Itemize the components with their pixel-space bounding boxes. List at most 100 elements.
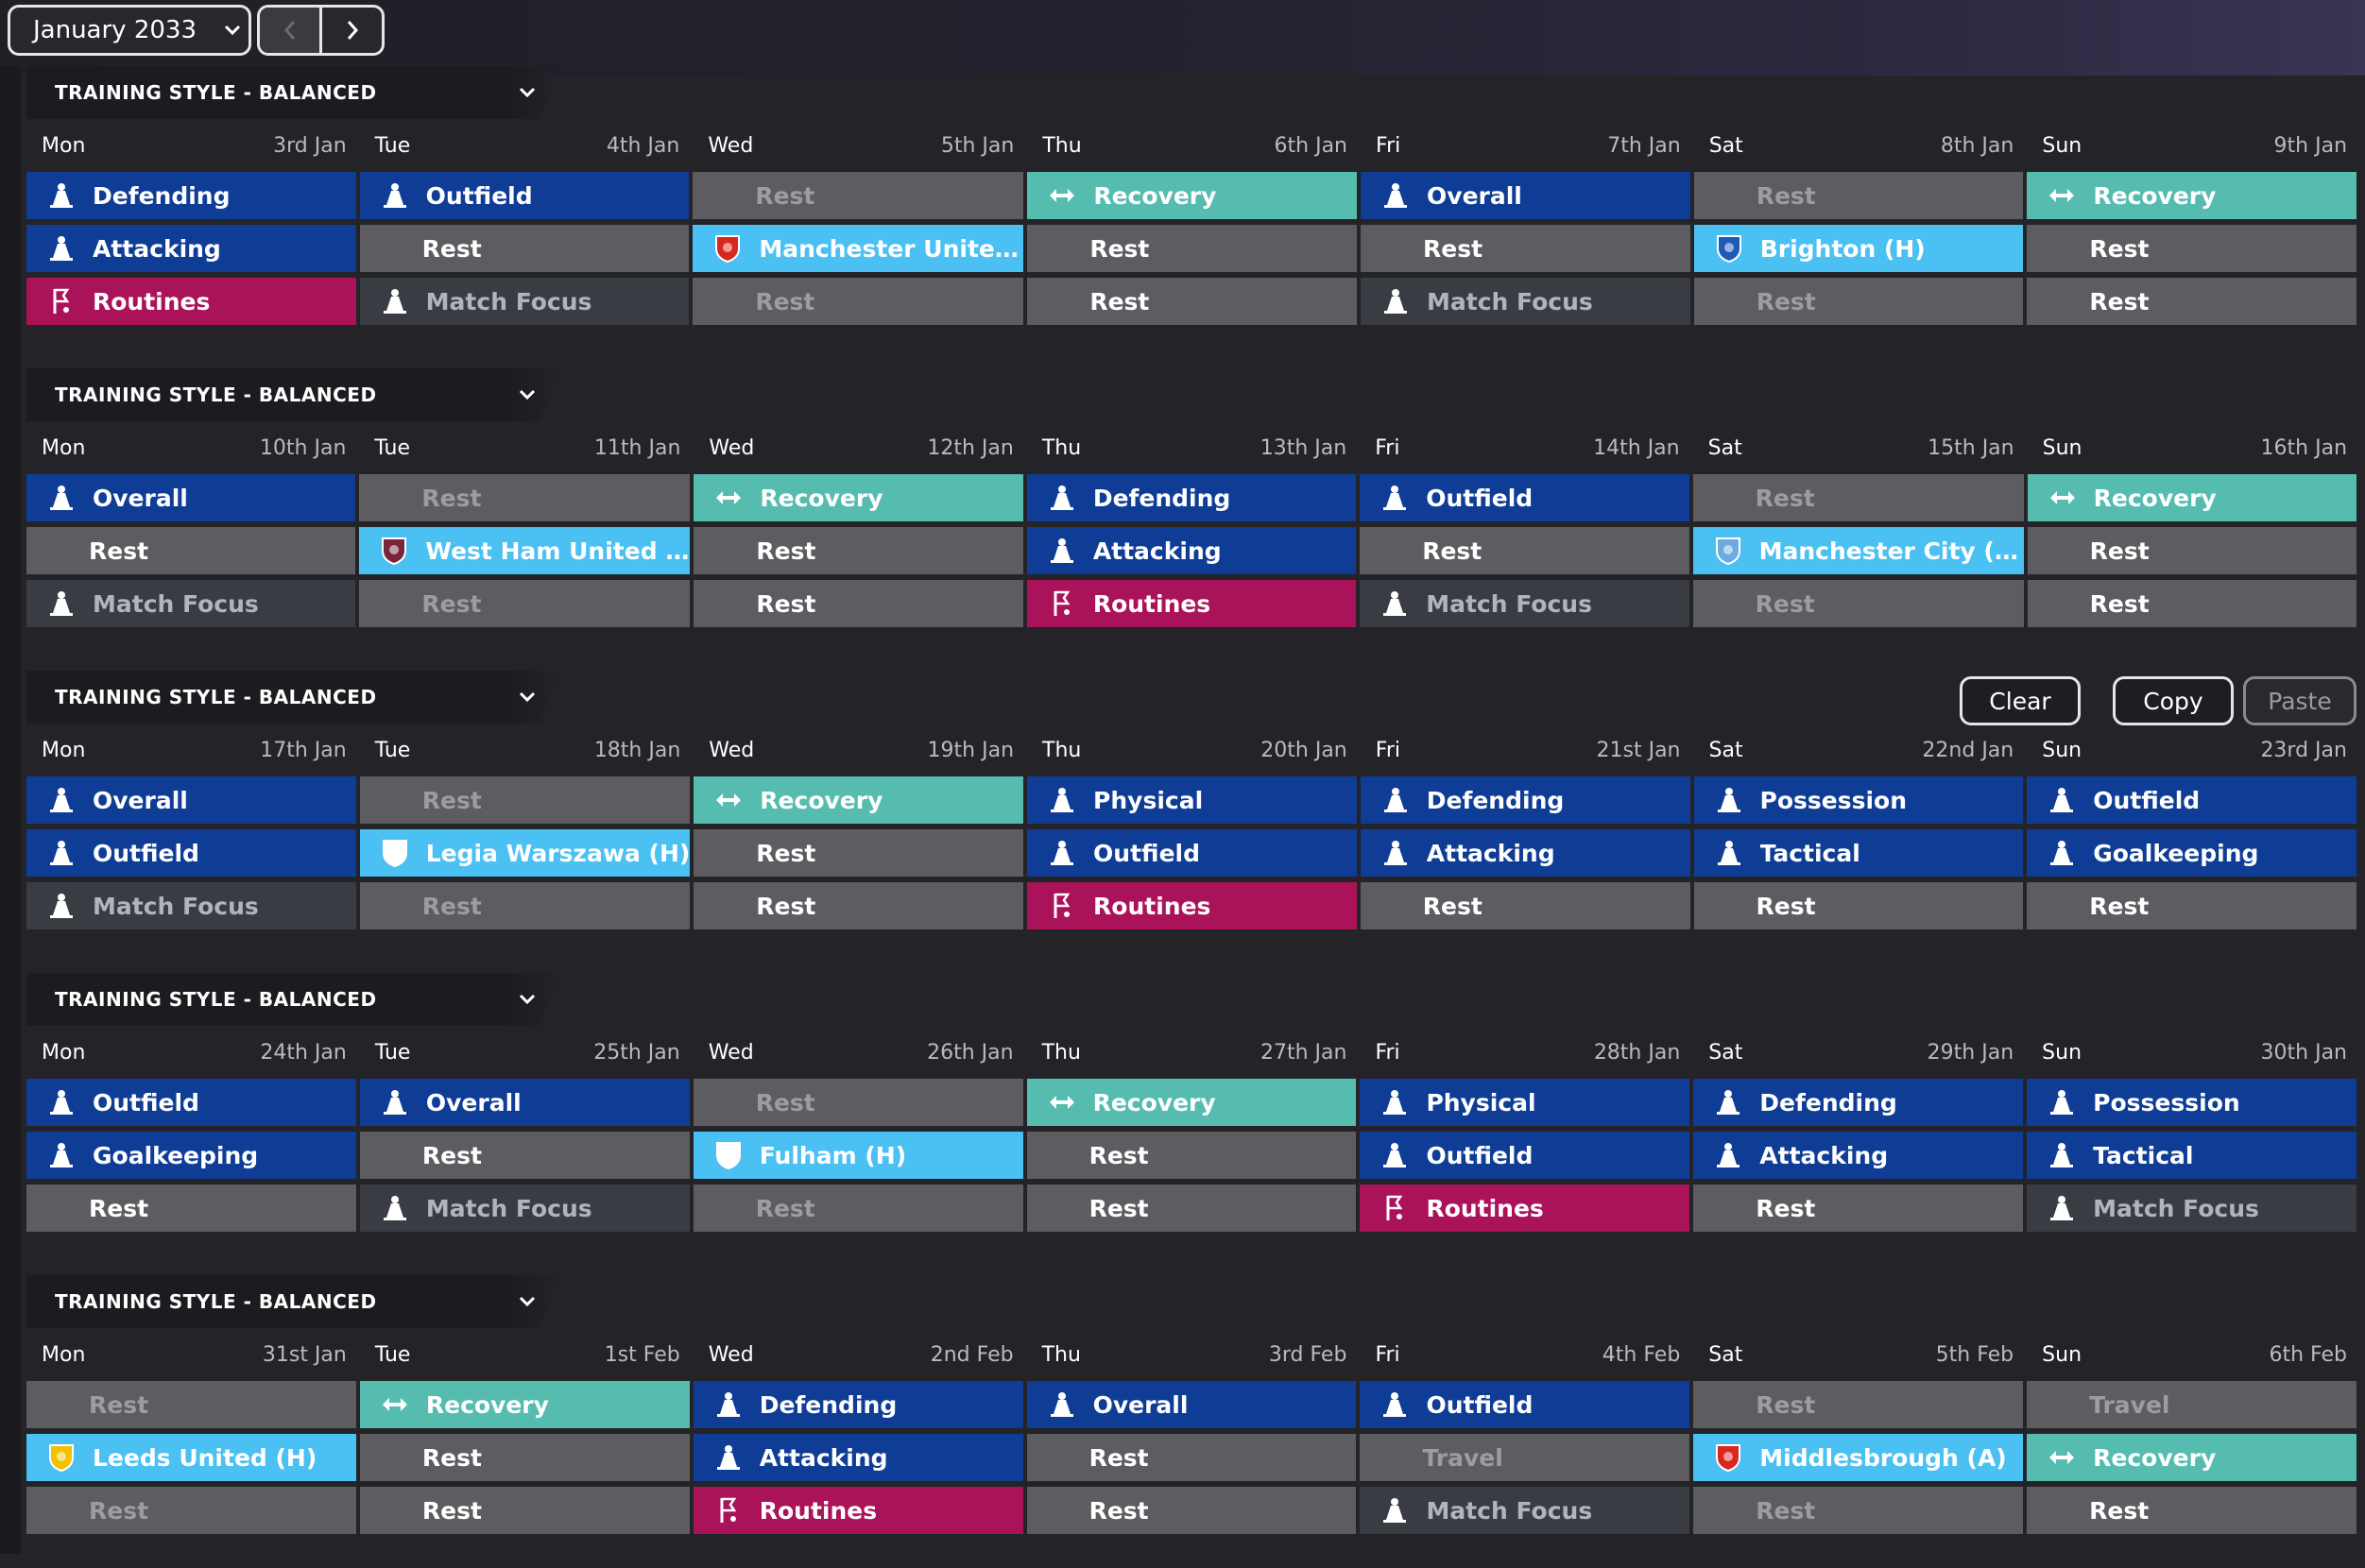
training-session[interactable]: Recovery bbox=[359, 1381, 690, 1428]
training-session[interactable]: Rest bbox=[2027, 527, 2357, 574]
training-session[interactable]: Rest bbox=[1026, 1132, 1357, 1179]
next-month-button[interactable] bbox=[322, 8, 382, 53]
training-session[interactable]: Routines bbox=[1026, 580, 1357, 627]
training-session[interactable]: Attacking bbox=[26, 225, 356, 272]
training-session[interactable]: Match Focus bbox=[359, 278, 690, 325]
training-session[interactable]: Rest bbox=[1027, 225, 1358, 272]
training-session[interactable]: Attacking bbox=[1693, 1132, 2024, 1179]
training-session[interactable]: Travel bbox=[2027, 1381, 2357, 1428]
training-session[interactable]: Match Focus bbox=[1360, 580, 1689, 627]
chevron-down-icon[interactable] bbox=[518, 1290, 537, 1314]
training-session[interactable]: Tactical bbox=[1693, 829, 2024, 877]
training-session[interactable]: Rest bbox=[2027, 225, 2357, 272]
training-session[interactable]: Overall bbox=[26, 474, 356, 521]
training-session[interactable]: Defending bbox=[26, 172, 356, 219]
training-session[interactable]: Rest bbox=[1361, 225, 1690, 272]
training-session[interactable]: Outfield bbox=[1360, 474, 1689, 521]
clear-button[interactable]: Clear bbox=[1960, 676, 2081, 725]
match-session[interactable]: Fulham (H) bbox=[693, 1132, 1023, 1179]
training-session[interactable]: Rest bbox=[1693, 172, 2024, 219]
training-session[interactable]: Match Focus bbox=[26, 882, 356, 929]
training-session[interactable]: Physical bbox=[1360, 1079, 1690, 1126]
training-session[interactable]: Rest bbox=[693, 1185, 1023, 1232]
training-session[interactable]: Rest bbox=[359, 882, 691, 929]
training-session[interactable]: Rest bbox=[359, 1132, 690, 1179]
month-select[interactable]: January 2033 bbox=[8, 5, 251, 56]
training-session[interactable]: Rest bbox=[1693, 1487, 2024, 1534]
training-session[interactable]: Defending bbox=[1026, 474, 1357, 521]
training-session[interactable]: Rest bbox=[694, 882, 1024, 929]
training-session[interactable]: Rest bbox=[694, 580, 1023, 627]
match-session[interactable]: Manchester United... bbox=[693, 225, 1024, 272]
match-session[interactable]: Brighton (H) bbox=[1693, 225, 2024, 272]
training-session[interactable]: Routines bbox=[1027, 882, 1357, 929]
training-session[interactable]: Attacking bbox=[1026, 527, 1357, 574]
training-session[interactable]: Rest bbox=[359, 474, 691, 521]
training-session[interactable]: Routines bbox=[26, 278, 356, 325]
training-session[interactable]: Rest bbox=[694, 829, 1024, 877]
training-session[interactable]: Rest bbox=[694, 527, 1023, 574]
training-session[interactable]: Rest bbox=[26, 527, 356, 574]
copy-button[interactable]: Copy bbox=[2113, 676, 2234, 725]
training-session[interactable]: Rest bbox=[1692, 474, 2024, 521]
training-session[interactable]: Overall bbox=[1361, 172, 1690, 219]
chevron-down-icon[interactable] bbox=[518, 383, 537, 407]
training-session[interactable]: Recovery bbox=[694, 776, 1024, 824]
training-session[interactable]: Recovery bbox=[2027, 474, 2357, 521]
training-session[interactable]: Match Focus bbox=[359, 1185, 690, 1232]
training-session[interactable]: Rest bbox=[693, 172, 1024, 219]
training-session[interactable]: Match Focus bbox=[1361, 278, 1690, 325]
chevron-down-icon[interactable] bbox=[518, 81, 537, 105]
training-session[interactable]: Recovery bbox=[1026, 1079, 1357, 1126]
training-style-header[interactable]: TRAINING STYLE - BALANCED bbox=[26, 671, 561, 724]
training-session[interactable]: Rest bbox=[1027, 278, 1358, 325]
match-session[interactable]: Middlesbrough (A) bbox=[1693, 1434, 2024, 1481]
training-session[interactable]: Rest bbox=[2027, 580, 2357, 627]
training-session[interactable]: Rest bbox=[1026, 1185, 1357, 1232]
training-session[interactable]: Routines bbox=[1360, 1185, 1690, 1232]
training-session[interactable]: Recovery bbox=[694, 474, 1023, 521]
training-session[interactable]: Rest bbox=[1693, 882, 2024, 929]
training-style-header[interactable]: TRAINING STYLE - BALANCED bbox=[26, 368, 561, 421]
training-session[interactable]: Attacking bbox=[693, 1434, 1023, 1481]
training-session[interactable]: Defending bbox=[1360, 776, 1690, 824]
training-session[interactable]: Attacking bbox=[1360, 829, 1690, 877]
training-session[interactable]: Defending bbox=[1693, 1079, 2024, 1126]
chevron-down-icon[interactable] bbox=[518, 686, 537, 709]
training-session[interactable]: Outfield bbox=[1360, 1132, 1690, 1179]
training-session[interactable]: Overall bbox=[26, 776, 356, 824]
training-session[interactable]: Defending bbox=[693, 1381, 1023, 1428]
training-session[interactable]: Match Focus bbox=[1360, 1487, 1690, 1534]
match-session[interactable]: Leeds United (H) bbox=[26, 1434, 356, 1481]
training-session[interactable]: Recovery bbox=[2027, 172, 2357, 219]
training-session[interactable]: Rest bbox=[693, 1079, 1023, 1126]
training-session[interactable]: Rest bbox=[359, 580, 691, 627]
paste-button[interactable]: Paste bbox=[2243, 676, 2356, 725]
training-session[interactable]: Tactical bbox=[2027, 1132, 2357, 1179]
training-session[interactable]: Rest bbox=[2027, 882, 2356, 929]
training-session[interactable]: Possession bbox=[1693, 776, 2024, 824]
training-session[interactable]: Rest bbox=[359, 225, 690, 272]
training-session[interactable]: Match Focus bbox=[26, 580, 356, 627]
training-session[interactable]: Outfield bbox=[359, 172, 690, 219]
training-session[interactable]: Rest bbox=[1693, 1185, 2024, 1232]
training-session[interactable]: Rest bbox=[359, 776, 691, 824]
previous-month-button[interactable] bbox=[260, 8, 322, 53]
match-session[interactable]: West Ham United (A) bbox=[359, 527, 691, 574]
training-session[interactable]: Rest bbox=[359, 1487, 690, 1534]
training-session[interactable]: Routines bbox=[693, 1487, 1023, 1534]
training-session[interactable]: Recovery bbox=[2027, 1434, 2357, 1481]
training-session[interactable]: Rest bbox=[1693, 278, 2024, 325]
training-session[interactable]: Outfield bbox=[1360, 1381, 1690, 1428]
training-session[interactable]: Outfield bbox=[2027, 776, 2356, 824]
training-session[interactable]: Overall bbox=[359, 1079, 690, 1126]
training-session[interactable]: Recovery bbox=[1027, 172, 1358, 219]
training-session[interactable]: Outfield bbox=[1027, 829, 1357, 877]
training-style-header[interactable]: TRAINING STYLE - BALANCED bbox=[26, 973, 561, 1026]
training-session[interactable]: Rest bbox=[693, 278, 1024, 325]
training-session[interactable]: Goalkeeping bbox=[2027, 829, 2356, 877]
training-session[interactable]: Rest bbox=[2027, 278, 2357, 325]
training-session[interactable]: Outfield bbox=[26, 1079, 356, 1126]
training-session[interactable]: Outfield bbox=[26, 829, 356, 877]
training-session[interactable]: Rest bbox=[26, 1487, 356, 1534]
